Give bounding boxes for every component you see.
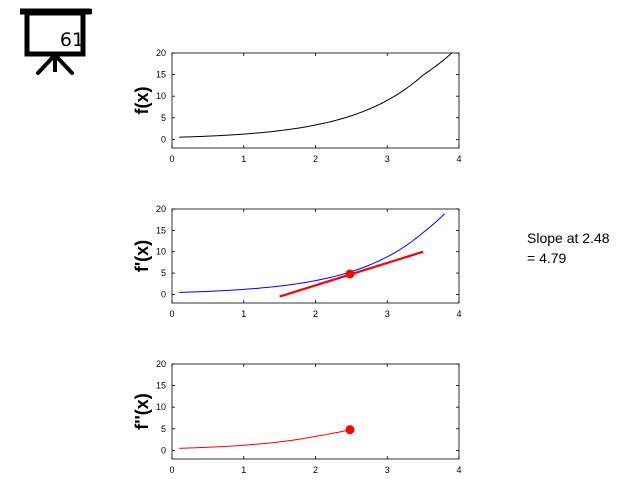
- plot-1-axes-box: [171, 52, 460, 149]
- plot-1-x-tick-label: 1: [241, 154, 246, 164]
- plot-3-y-tick-label: 15: [156, 381, 166, 391]
- plot-2-y-tick-label: 0: [161, 289, 166, 299]
- plot-3-y-tick-label: 0: [161, 445, 166, 455]
- plot-2-y-tick-label: 20: [156, 204, 166, 214]
- plot-2-x-tick-label: 4: [456, 309, 461, 319]
- slide-number: 61: [59, 29, 85, 51]
- plot-2-highlight-point: [345, 269, 355, 279]
- plot-3-x-tick-label: 2: [313, 465, 318, 475]
- plot-3-y-axis-label: f''(x): [132, 393, 152, 430]
- plot-3-x-tick-label: 3: [385, 465, 390, 475]
- plot-2-x-tick-label: 2: [313, 309, 318, 319]
- plot-1-y-tick-label: 0: [161, 134, 166, 144]
- plot-3-y-tick-label: 20: [156, 359, 166, 369]
- plot-1-y-tick-label: 20: [156, 48, 166, 58]
- plot-2-x-tick-label: 0: [169, 309, 174, 319]
- slide-number-badge: 61: [17, 8, 93, 76]
- plot-3-highlight-point: [345, 425, 355, 435]
- plot-1-y-tick-label: 15: [156, 70, 166, 80]
- plot-2-axes-box: [171, 208, 460, 304]
- plot-3-series-line-1: [179, 429, 351, 449]
- plot-1-x-tick-label: 3: [385, 154, 390, 164]
- plot-3-y-tick-label: 10: [156, 402, 166, 412]
- plot-1-y-tick-label: 10: [156, 91, 166, 101]
- slope-annotation-line2: = 4.79: [527, 250, 567, 266]
- plot-2-y-axis-label: f'(x): [132, 240, 152, 272]
- plot-2-x-tick-label: 3: [385, 309, 390, 319]
- plot-1-series-line-1: [179, 52, 453, 138]
- slope-annotation-line1: Slope at 2.48: [527, 230, 610, 246]
- plot-2-y-tick-label: 10: [156, 247, 166, 257]
- plot-3-y-tick-label: 5: [161, 424, 166, 434]
- plot-1-x-tick-label: 4: [456, 154, 461, 164]
- plot-2-y-tick-label: 5: [161, 268, 166, 278]
- plot-3-x-tick-label: 0: [169, 465, 174, 475]
- plot-2-x-tick-label: 1: [241, 309, 246, 319]
- plot-3-x-tick-label: 4: [456, 465, 461, 475]
- plot-1-x-tick-label: 2: [313, 154, 318, 164]
- plot-1-y-tick-label: 5: [161, 113, 166, 123]
- plot-3-axes-box: [171, 363, 460, 460]
- plot-2-series-line-1: [179, 213, 446, 293]
- plot-3-x-tick-label: 1: [241, 465, 246, 475]
- plot-1-x-tick-label: 0: [169, 154, 174, 164]
- slope-annotation: Slope at 2.48 = 4.79: [527, 228, 610, 268]
- plot-2-y-tick-label: 15: [156, 225, 166, 235]
- plot-1-y-axis-label: f(x): [132, 87, 152, 115]
- presentation-board-icon: [17, 8, 93, 75]
